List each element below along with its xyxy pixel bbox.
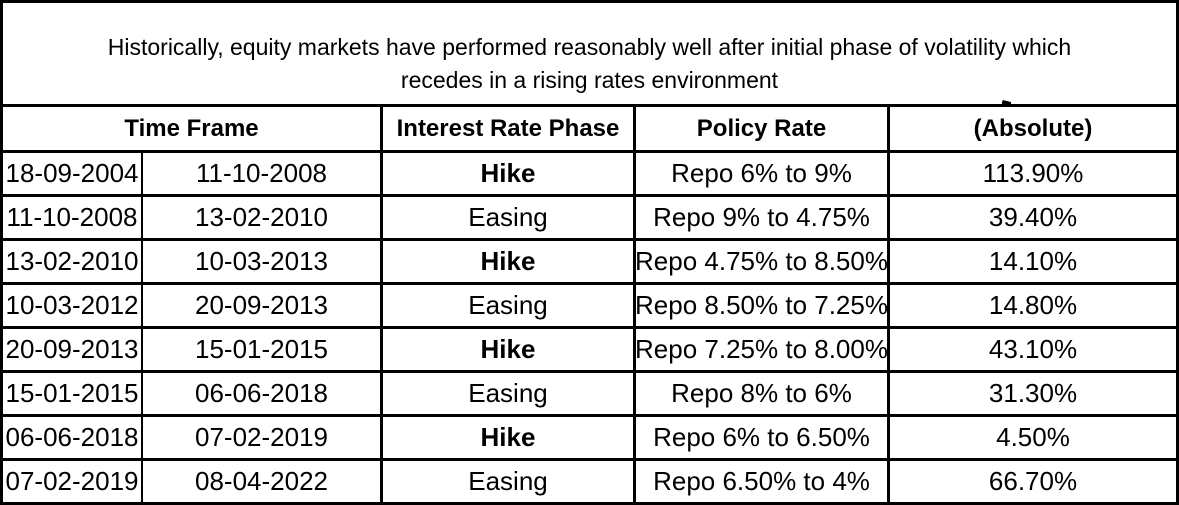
cell-end-date: 06-06-2018 — [141, 370, 380, 414]
cell-end-date: 15-01-2015 — [141, 326, 380, 370]
cell-return: 14.10% — [887, 238, 1176, 282]
cell-phase: Hike — [380, 414, 633, 458]
cell-return: 39.40% — [887, 194, 1176, 238]
cell-end-date: 13-02-2010 — [141, 194, 380, 238]
cell-phase: Hike — [380, 238, 633, 282]
col-header-policy-rate: Policy Rate — [633, 104, 887, 150]
cell-policy-rate: Repo 6.50% to 4% — [633, 458, 887, 502]
title-line-1: Historically, equity markets have perfor… — [107, 34, 1072, 60]
col-header-time-frame: Time Frame — [3, 104, 380, 150]
cell-start-date: 11-10-2008 — [3, 194, 141, 238]
cell-policy-rate: Repo 7.25% to 8.00% — [633, 326, 887, 370]
cell-phase: Easing — [380, 370, 633, 414]
cell-start-date: 13-02-2010 — [3, 238, 141, 282]
cell-start-date: 18-09-2004 — [3, 150, 141, 194]
cell-return: 113.90% — [887, 150, 1176, 194]
cell-phase: Hike — [380, 326, 633, 370]
cell-start-date: 10-03-2012 — [3, 282, 141, 326]
cell-start-date: 07-02-2019 — [3, 458, 141, 502]
rate-cycle-table: Time Frame Interest Rate Phase Policy Ra… — [3, 104, 1176, 502]
cell-return: 31.30% — [887, 370, 1176, 414]
cell-end-date: 11-10-2008 — [141, 150, 380, 194]
cell-policy-rate: Repo 9% to 4.75% — [633, 194, 887, 238]
table-title: Historically, equity markets have perfor… — [3, 3, 1176, 104]
cell-end-date: 07-02-2019 — [141, 414, 380, 458]
cell-start-date: 20-09-2013 — [3, 326, 141, 370]
cell-start-date: 06-06-2018 — [3, 414, 141, 458]
title-line-2: recedes in a rising rates environment — [400, 67, 779, 93]
cell-policy-rate: Repo 8% to 6% — [633, 370, 887, 414]
cell-return: 4.50% — [887, 414, 1176, 458]
cell-end-date: 08-04-2022 — [141, 458, 380, 502]
cell-policy-rate: Repo 8.50% to 7.25% — [633, 282, 887, 326]
cell-policy-rate: Repo 4.75% to 8.50% — [633, 238, 887, 282]
cell-return: 66.70% — [887, 458, 1176, 502]
cell-start-date: 15-01-2015 — [3, 370, 141, 414]
cell-return: 14.80% — [887, 282, 1176, 326]
cell-end-date: 10-03-2013 — [141, 238, 380, 282]
cell-phase: Hike — [380, 150, 633, 194]
cell-return: 43.10% — [887, 326, 1176, 370]
cell-phase: Easing — [380, 458, 633, 502]
cell-policy-rate: Repo 6% to 6.50% — [633, 414, 887, 458]
cell-policy-rate: Repo 6% to 9% — [633, 150, 887, 194]
col-header-returns-absolute: (Absolute) — [887, 104, 1176, 150]
col-header-interest-rate-phase: Interest Rate Phase — [380, 104, 633, 150]
cell-phase: Easing — [380, 194, 633, 238]
cell-phase: Easing — [380, 282, 633, 326]
cell-end-date: 20-09-2013 — [141, 282, 380, 326]
